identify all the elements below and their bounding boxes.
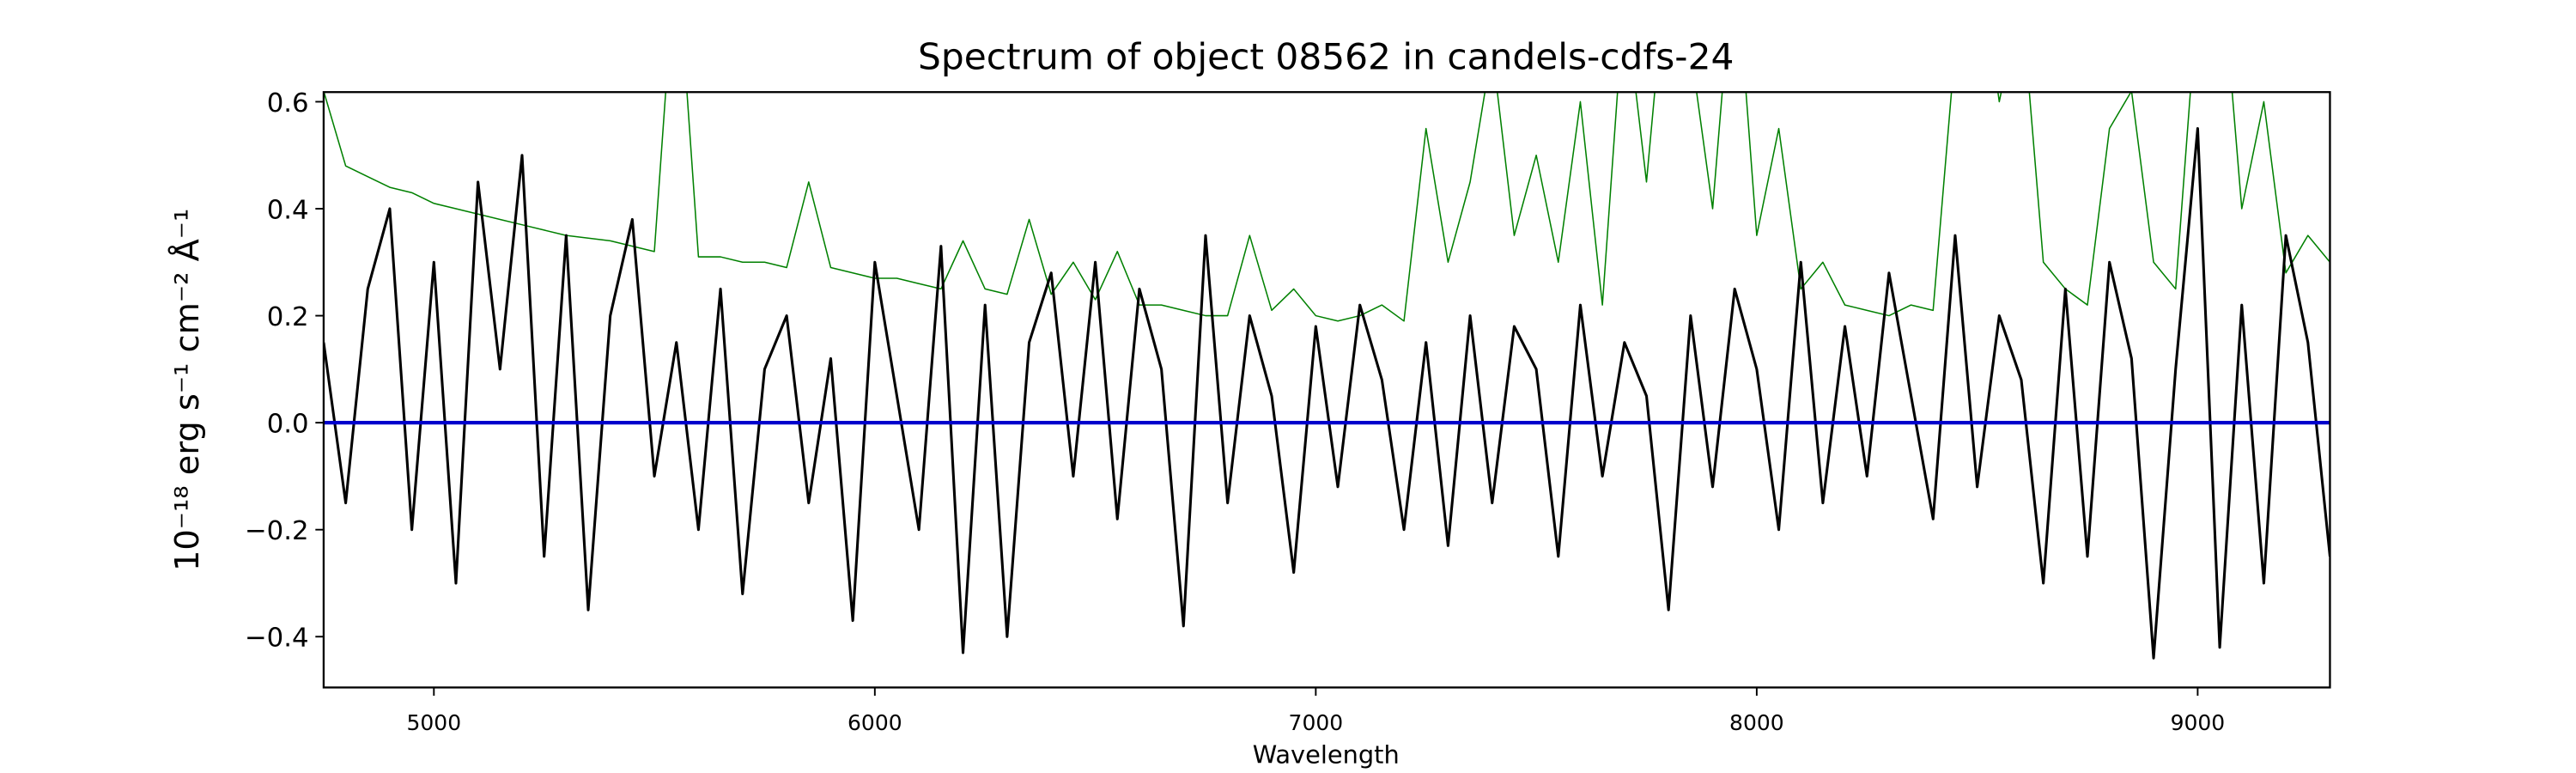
y-tick-label: −0.2 [245,516,309,546]
x-tick-label: 5000 [407,710,462,735]
y-axis-label: 10⁻¹⁸ erg s⁻¹ cm⁻² Å⁻¹ [167,209,207,571]
y-tick-label: 0.6 [267,88,309,119]
x-tick-label: 8000 [1729,710,1784,735]
spectrum-line [323,127,2330,660]
x-tick-label: 6000 [848,710,902,735]
y-tick-label: −0.4 [245,624,309,654]
x-tick-label: 7000 [1289,710,1344,735]
x-axis-label: Wavelength [1253,740,1400,770]
plot-area [323,92,2330,660]
y-tick-label: 0.2 [267,302,309,332]
spectrum-line [323,92,2330,322]
x-tick-label: 9000 [2171,710,2226,735]
y-tick-label: 0.4 [267,196,309,226]
y-tick-label: 0.0 [267,410,309,440]
plot-frame [322,91,2331,689]
chart-title: Spectrum of object 08562 in candels-cdfs… [918,36,1734,78]
